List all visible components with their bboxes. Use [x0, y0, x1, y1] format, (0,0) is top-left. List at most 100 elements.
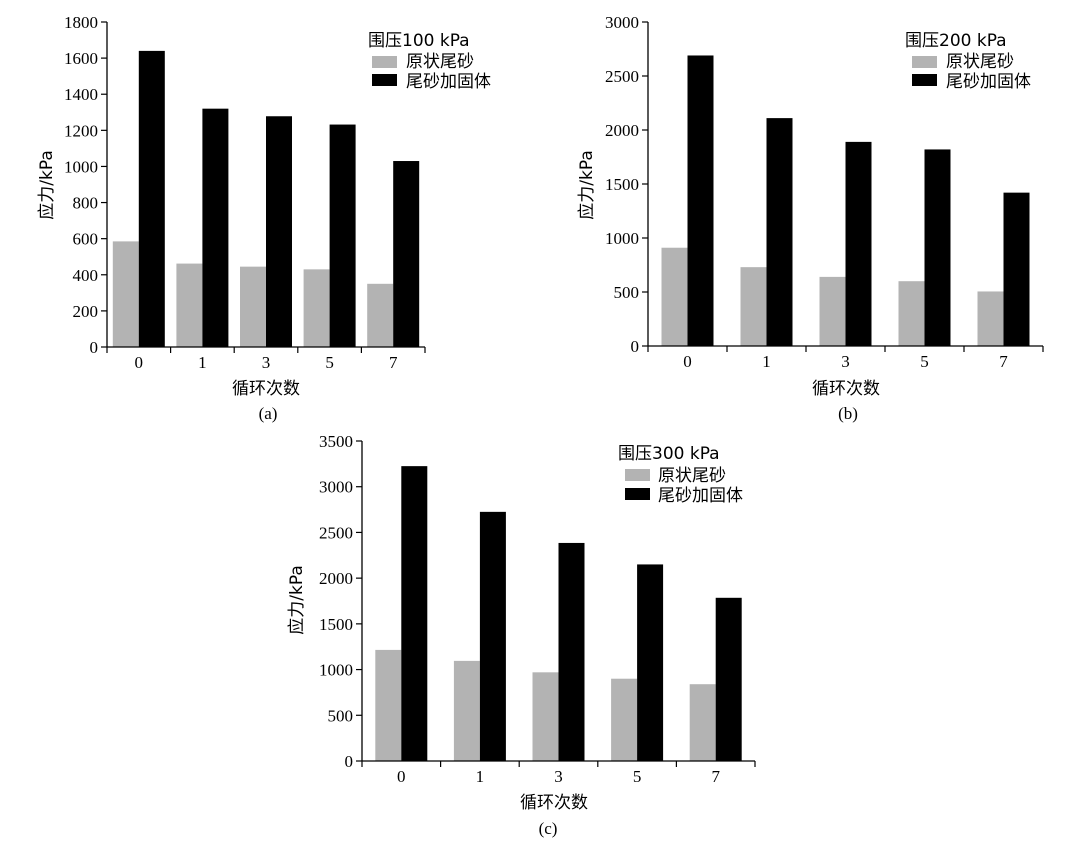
- bar-c-s1-2: [558, 542, 585, 761]
- legend-swatch-c-0: [625, 469, 650, 481]
- bar-a-s0-1: [176, 263, 203, 347]
- bar-c-s0-3: [611, 678, 638, 761]
- bar-c-s0-1: [453, 660, 480, 761]
- caption-a: (a): [259, 404, 278, 423]
- bar-b-s0-1: [740, 267, 767, 346]
- x-ticks-a: 0 1 3 5 7: [106, 347, 426, 372]
- y-tick-label-a-7: 1400: [64, 85, 98, 104]
- y-tick-label-c-6: 3000: [319, 478, 353, 497]
- y-tick-label-a-0: 0: [90, 338, 99, 357]
- bar-b-s0-4: [977, 291, 1004, 346]
- legend-swatch-a-0: [372, 56, 397, 68]
- caption-c: (c): [539, 819, 558, 838]
- bar-b-s0-2: [819, 276, 846, 346]
- x-ticks-b: 0 1 3 5 7: [647, 346, 1044, 371]
- x-tick-label-a-0: 0: [135, 353, 144, 372]
- x-tick-label-c-0: 0: [397, 767, 406, 786]
- y-tick-label-c-1: 500: [328, 706, 354, 725]
- legend-label-c-1: 尾砂加固体: [658, 486, 743, 506]
- bar-a-s1-3: [329, 124, 356, 347]
- y-ticks-c: 0 500 1000 1500 2000 2500 3000 3500: [319, 432, 362, 771]
- bar-b-s1-4: [1003, 192, 1030, 346]
- x-tick-label-b-3: 5: [920, 352, 929, 371]
- x-axis-title-c: 循环次数: [520, 793, 588, 813]
- x-tick-label-a-2: 3: [262, 353, 271, 372]
- legend-swatch-b-1: [912, 74, 937, 86]
- legend-swatch-a-1: [372, 74, 397, 86]
- x-tick-label-c-4: 7: [711, 767, 720, 786]
- legend-title-b: 围压200 kPa: [905, 31, 1007, 51]
- bar-a-s0-2: [240, 266, 266, 347]
- y-tick-label-b-2: 1000: [605, 229, 639, 248]
- x-tick-label-b-1: 1: [762, 352, 771, 371]
- bar-c-s0-4: [689, 684, 716, 761]
- y-tick-label-b-0: 0: [631, 337, 640, 356]
- x-tick-label-c-1: 1: [476, 767, 485, 786]
- y-tick-label-c-2: 1000: [319, 661, 353, 680]
- y-tick-label-c-5: 2500: [319, 523, 353, 542]
- y-tick-label-a-2: 400: [73, 266, 99, 285]
- legend-label-a-1: 尾砂加固体: [406, 72, 491, 92]
- x-axis-title-a: 循环次数: [232, 379, 300, 399]
- legend-c: 围压300 kPa 原状尾砂 尾砂加固体: [618, 444, 743, 506]
- bar-b-s1-0: [687, 55, 714, 346]
- bar-c-s1-1: [479, 511, 506, 761]
- y-tick-label-c-4: 2000: [319, 569, 353, 588]
- legend-label-b-1: 尾砂加固体: [946, 72, 1031, 92]
- bar-a-s1-4: [393, 161, 420, 347]
- bar-b-s1-2: [845, 141, 872, 346]
- bar-b-s0-0: [661, 247, 688, 346]
- y-ticks-a: 0 200 400 600 800 1000 1200 1400 1600 1800: [64, 13, 107, 357]
- y-tick-label-a-1: 200: [73, 302, 99, 321]
- bar-c-s1-0: [401, 466, 428, 761]
- y-tick-label-a-8: 1600: [64, 49, 98, 68]
- bar-a-s0-3: [303, 269, 330, 347]
- y-tick-label-c-7: 3500: [319, 432, 353, 451]
- y-tick-label-a-9: 1800: [64, 13, 98, 32]
- x-tick-label-a-4: 7: [389, 353, 398, 372]
- legend-label-c-0: 原状尾砂: [658, 466, 726, 486]
- y-tick-label-c-3: 1500: [319, 615, 353, 634]
- bars-c: [375, 466, 742, 761]
- x-tick-label-b-0: 0: [683, 352, 692, 371]
- x-tick-label-a-1: 1: [198, 353, 207, 372]
- caption-b: (b): [838, 404, 858, 423]
- legend-title-a: 围压100 kPa: [368, 31, 470, 51]
- x-tick-label-c-2: 3: [554, 767, 563, 786]
- x-axis-title-b: 循环次数: [812, 379, 880, 399]
- y-tick-label-a-5: 1000: [64, 157, 98, 176]
- y-tick-label-b-1: 500: [614, 283, 640, 302]
- panel-b: 0 500 1000 1500 2000 2500 3000 0 1 3 5 7 循环次数 应力/k…: [577, 13, 1044, 423]
- x-ticks-c: 0 1 3 5 7: [361, 761, 756, 786]
- bar-b-s0-3: [898, 281, 925, 346]
- bar-b-s1-1: [766, 118, 793, 347]
- x-tick-label-b-4: 7: [999, 352, 1008, 371]
- bar-a-s0-0: [112, 241, 139, 347]
- bars-a: [112, 50, 420, 348]
- bar-c-s1-3: [637, 564, 664, 761]
- y-tick-label-b-3: 1500: [605, 175, 639, 194]
- legend-title-c: 围压300 kPa: [618, 444, 720, 464]
- y-tick-label-b-4: 2000: [605, 121, 639, 140]
- y-axis-title-a: 应力/kPa: [37, 150, 57, 219]
- legend-swatch-c-1: [625, 488, 650, 500]
- y-axis-title-c: 应力/kPa: [287, 565, 307, 634]
- y-tick-label-b-5: 2500: [605, 67, 639, 86]
- legend-a: 围压100 kPa 原状尾砂 尾砂加固体: [368, 31, 491, 92]
- bar-c-s0-2: [532, 672, 559, 761]
- y-axis-title-b: 应力/kPa: [577, 150, 597, 219]
- x-tick-label-a-3: 5: [325, 353, 334, 372]
- y-tick-label-a-6: 1200: [64, 121, 98, 140]
- bar-c-s1-4: [715, 597, 742, 761]
- legend-swatch-b-0: [912, 56, 937, 68]
- bar-a-s1-1: [202, 108, 229, 348]
- bars-b: [661, 55, 1030, 347]
- y-tick-label-a-4: 800: [73, 194, 99, 213]
- bar-c-s0-0: [375, 649, 402, 761]
- y-tick-label-b-6: 3000: [605, 13, 639, 32]
- bar-a-s0-4: [367, 283, 394, 347]
- bar-a-s1-2: [266, 116, 292, 347]
